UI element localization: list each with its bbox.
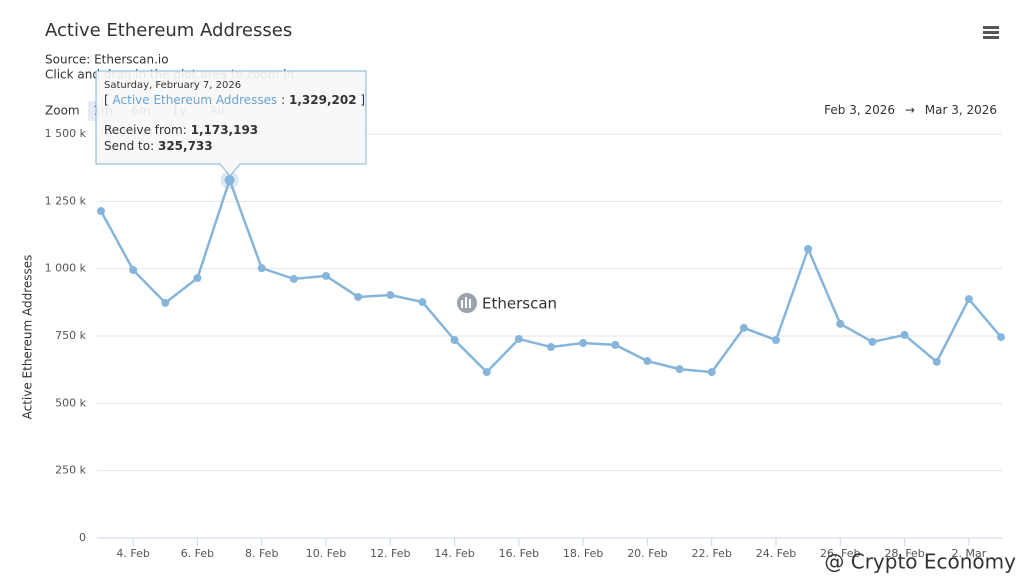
tooltip-send: Send to: 325,733	[104, 139, 213, 153]
menu-icon[interactable]	[983, 26, 999, 39]
bracket: [	[104, 93, 109, 107]
watermark: Etherscan	[482, 295, 557, 313]
y-tick-label: 250 k	[55, 464, 86, 477]
credit: @ Crypto Economy	[824, 550, 1016, 574]
tooltip-receive: Receive from: 1,173,193	[104, 123, 258, 137]
x-tick-label: 18. Feb	[563, 547, 603, 560]
point	[675, 365, 684, 374]
y-tick-label: 500 k	[55, 396, 86, 409]
x-tick-label: 28. Feb	[884, 547, 924, 560]
y-tick-label: 750 k	[55, 329, 86, 342]
tooltip: Saturday, February 7, 2026 [ Active Ethe…	[95, 70, 367, 177]
point	[322, 271, 330, 280]
point	[611, 340, 620, 349]
send-label: Send to:	[104, 139, 154, 153]
point	[418, 298, 427, 307]
x-tick-label: 14. Feb	[434, 547, 474, 560]
tooltip-date: Saturday, February 7, 2026	[104, 80, 241, 91]
zoom-label: Zoom	[45, 104, 80, 118]
x-tick-label: 12. Feb	[370, 547, 410, 560]
range: Feb 3, 2026 → Mar 3, 2026	[824, 103, 997, 117]
point	[97, 207, 105, 216]
x-tick-label: 4. Feb	[116, 547, 149, 560]
range-arrow: →	[905, 103, 915, 117]
point	[900, 330, 909, 339]
point	[739, 323, 748, 332]
point	[707, 368, 716, 377]
point	[224, 175, 235, 186]
watermark-logo	[457, 293, 477, 313]
point	[257, 264, 266, 273]
point	[129, 266, 138, 275]
y-tick-label: 0	[79, 531, 86, 544]
y-tick-label: 1 000 k	[45, 262, 87, 275]
y-axis-label: Active Ethereum Addresses	[21, 255, 35, 420]
x-tick-label: 24. Feb	[756, 547, 796, 560]
range-from: Feb 3, 2026	[824, 103, 895, 117]
x-tick-label: 10. Feb	[306, 547, 346, 560]
separator: :	[281, 93, 285, 107]
point	[482, 368, 491, 377]
point	[354, 292, 363, 301]
y-tick-label: 1 500 k	[45, 127, 87, 140]
x-tick-label: 22. Feb	[691, 547, 731, 560]
point	[964, 295, 973, 304]
chart-title: Active Ethereum Addresses	[45, 20, 292, 41]
receive-label: Receive from:	[104, 123, 187, 137]
point	[450, 336, 459, 345]
point	[289, 274, 298, 283]
point	[868, 337, 877, 346]
x-tick-label: 26. Feb	[820, 547, 860, 560]
point	[193, 274, 202, 283]
point	[386, 291, 395, 300]
point	[579, 339, 588, 348]
point	[932, 357, 941, 366]
send-value: 325,733	[158, 139, 213, 153]
point	[547, 343, 555, 352]
point	[514, 334, 523, 343]
point	[804, 245, 813, 254]
x-tick-label: 6. Feb	[181, 547, 214, 560]
x-tick-label: 2. Mar	[951, 547, 986, 560]
x-tick-label: 8. Feb	[245, 547, 278, 560]
range-to: Mar 3, 2026	[925, 103, 997, 117]
tooltip-value: 1,329,202	[289, 93, 357, 107]
point	[836, 319, 845, 328]
point	[643, 357, 652, 366]
receive-value: 1,173,193	[191, 123, 259, 137]
tooltip-series: [ Active Ethereum Addresses : 1,329,202 …	[104, 93, 365, 107]
point	[161, 298, 170, 307]
y-tick-label: 1 250 k	[45, 194, 87, 207]
subtitle: Source: Etherscan.io	[45, 53, 169, 67]
x-tick-label: 20. Feb	[627, 547, 667, 560]
tooltip-series-name: Active Ethereum Addresses	[113, 93, 278, 107]
point	[997, 333, 1005, 342]
bracket: ]	[360, 93, 365, 107]
x-tick-label: 16. Feb	[499, 547, 539, 560]
point	[772, 336, 780, 345]
